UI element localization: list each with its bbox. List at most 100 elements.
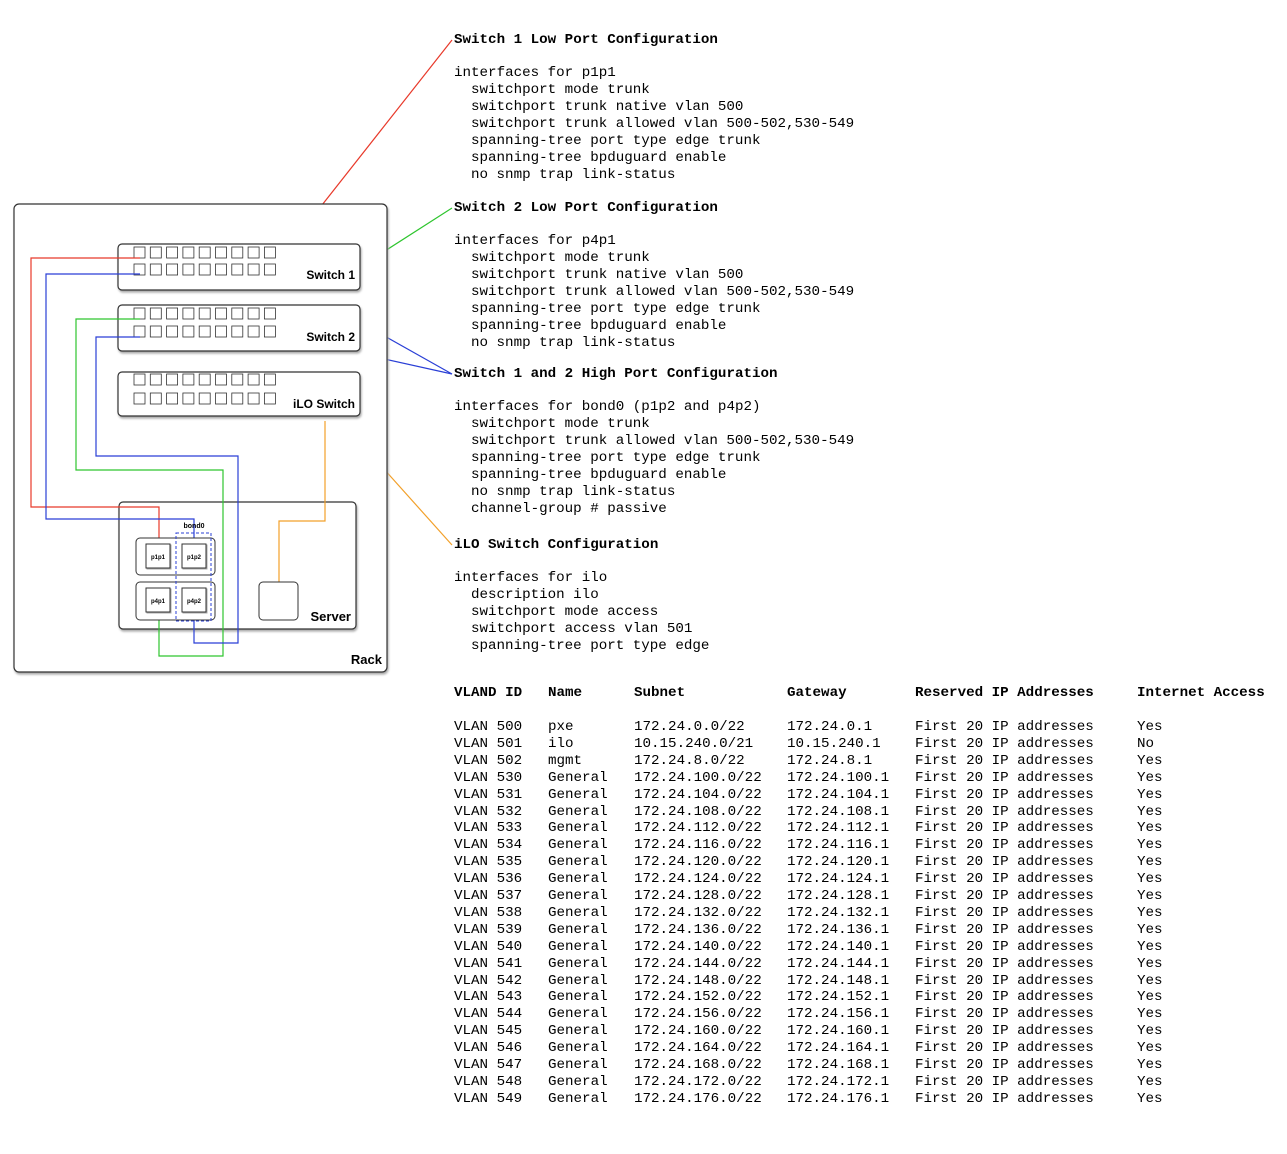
table-cell: VLAN 543 <box>454 989 523 1006</box>
table-cell: VLAN 535 <box>454 854 523 871</box>
config-command: spanning-tree bpduguard enable <box>471 467 727 483</box>
config-command: no snmp trap link-status <box>471 484 676 500</box>
table-cell: Yes <box>1137 989 1163 1006</box>
table-cell: Yes <box>1137 719 1163 735</box>
switch-port <box>198 246 211 259</box>
switch-port <box>182 307 195 320</box>
switch-port <box>182 373 195 386</box>
table-cell: 172.24.116.1 <box>787 837 890 854</box>
table-cell: General <box>548 1057 608 1073</box>
table-header: Gateway <box>787 685 847 701</box>
table-cell: 172.24.164.0/22 <box>634 1040 762 1057</box>
table-cell: VLAN 547 <box>454 1057 523 1073</box>
table-cell: First 20 IP addresses <box>915 1040 1094 1057</box>
table-cell: 172.24.176.0/22 <box>634 1090 762 1107</box>
switch-port <box>231 246 244 259</box>
table-cell: Yes <box>1137 955 1163 972</box>
table-cell: Yes <box>1137 972 1163 989</box>
table-cell: First 20 IP addresses <box>915 972 1094 989</box>
table-cell: 172.24.140.1 <box>787 938 890 955</box>
cable <box>95 336 239 644</box>
config-command: switchport mode trunk <box>471 250 650 266</box>
table-cell: General <box>548 1040 608 1057</box>
table-cell: General <box>548 904 608 921</box>
switch-port <box>149 325 162 338</box>
config-command: description ilo <box>471 587 599 603</box>
config-interface: interfaces for p4p1 <box>454 233 616 249</box>
table-cell: VLAN 537 <box>454 888 523 904</box>
switch-port <box>182 325 195 338</box>
table-header: Internet Access <box>1137 685 1265 701</box>
cable <box>45 273 195 544</box>
port <box>181 543 207 569</box>
ilo-nic <box>258 581 299 621</box>
switch-port <box>215 392 227 405</box>
table-cell: First 20 IP addresses <box>915 820 1094 837</box>
table-header: VLAND ID <box>454 685 523 701</box>
table-cell: General <box>548 854 608 871</box>
table-cell: No <box>1137 735 1155 752</box>
config-command: switchport access vlan 501 <box>471 621 693 637</box>
table-cell: 172.24.168.1 <box>787 1057 890 1073</box>
table-cell: General <box>548 1006 608 1023</box>
table-cell: Yes <box>1137 854 1163 871</box>
switch-port <box>166 392 179 405</box>
table-cell: Yes <box>1137 1073 1163 1090</box>
table-cell: Yes <box>1137 938 1163 955</box>
switch-port <box>166 325 179 338</box>
switch-port <box>215 325 227 338</box>
table-cell: First 20 IP addresses <box>915 837 1094 854</box>
table-cell: 172.24.144.1 <box>787 955 890 972</box>
bond-label: bond0 <box>184 523 205 530</box>
table-cell: First 20 IP addresses <box>915 921 1094 938</box>
table-cell: First 20 IP addresses <box>915 1090 1094 1107</box>
table-cell: Yes <box>1137 803 1163 820</box>
table-cell: 172.24.100.0/22 <box>634 769 762 786</box>
table-cell: Yes <box>1137 769 1163 786</box>
config-command: spanning-tree port type edge trunk <box>471 450 761 466</box>
table-cell: 172.24.120.0/22 <box>634 854 762 871</box>
switch-port <box>215 373 227 386</box>
table-cell: 172.24.144.0/22 <box>634 955 762 972</box>
table-cell: General <box>548 888 608 904</box>
table-cell: VLAN 540 <box>454 938 523 955</box>
rack-label: Rack <box>351 652 383 667</box>
switch-port <box>133 373 146 386</box>
config-command: switchport trunk allowed vlan 500-502,53… <box>471 433 855 449</box>
table-cell: 172.24.152.1 <box>787 989 890 1006</box>
switch-port <box>182 392 195 405</box>
table-cell: 172.24.8.0/22 <box>634 752 745 769</box>
cable <box>278 421 326 582</box>
switch-port <box>247 263 260 276</box>
port-label: p1p1 <box>151 555 166 561</box>
table-cell: VLAN 542 <box>454 972 523 989</box>
table-cell: 172.24.128.1 <box>787 888 890 904</box>
switch-port <box>133 246 146 259</box>
table-cell: Yes <box>1137 786 1163 803</box>
table-cell: General <box>548 921 608 938</box>
port-label: p1p2 <box>187 555 202 561</box>
switch-port <box>247 246 260 259</box>
table-cell: First 20 IP addresses <box>915 752 1094 769</box>
switch-label: Switch 2 <box>306 330 355 344</box>
table-cell: VLAN 541 <box>454 955 523 972</box>
table-cell: 172.24.136.1 <box>787 921 890 938</box>
config-title: Switch 1 and 2 High Port Configuration <box>454 366 778 382</box>
table-cell: 172.24.160.1 <box>787 1023 890 1040</box>
switch-port <box>263 263 276 276</box>
table-cell: First 20 IP addresses <box>915 854 1094 871</box>
switch-label: iLO Switch <box>293 397 355 411</box>
table-cell: First 20 IP addresses <box>915 786 1094 803</box>
table-cell: 172.24.140.0/22 <box>634 938 762 955</box>
config-command: switchport trunk native vlan 500 <box>471 99 744 115</box>
switch-port <box>215 307 227 320</box>
table-cell: 172.24.152.0/22 <box>634 989 762 1006</box>
table-cell: pxe <box>548 719 574 735</box>
switch-port <box>231 325 244 338</box>
config-command: switchport trunk allowed vlan 500-502,53… <box>471 116 855 132</box>
table-cell: 172.24.164.1 <box>787 1040 890 1057</box>
table-cell: 172.24.104.1 <box>787 786 890 803</box>
table-cell: 172.24.132.1 <box>787 904 890 921</box>
config-command: switchport mode trunk <box>471 82 650 98</box>
